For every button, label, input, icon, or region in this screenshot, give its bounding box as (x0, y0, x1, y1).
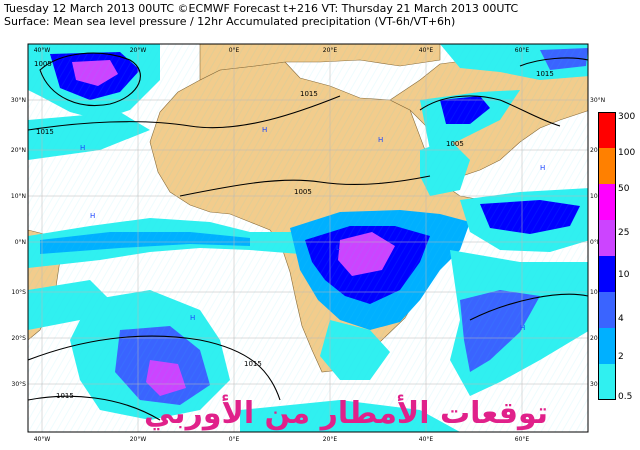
lat-label: 30°N (11, 97, 26, 104)
lon-label: 0°E (229, 47, 240, 54)
lon-label: 20°W (130, 436, 147, 443)
isobar-label: 1005 (446, 140, 464, 148)
colorbar-label: 0.5 (618, 392, 633, 402)
isobar-south-atlantic (28, 335, 281, 401)
colorbar-segment-2 (598, 328, 616, 364)
lat-label: 20°N (11, 147, 26, 154)
lon-label: 60°E (515, 436, 530, 443)
colorbar-label: 2 (618, 352, 624, 362)
lon-label: 20°E (323, 47, 338, 54)
colorbar-segment-25 (598, 220, 616, 256)
isobar-labels: 1005 1015 1015 1005 1015 1015 1015 1005 (34, 60, 554, 400)
isobar-atlantic-low (39, 52, 141, 107)
chart-title-line2: Surface: Mean sea level pressure / 12hr … (4, 15, 456, 28)
lat-label: 20°S (12, 335, 27, 342)
isobar-middle-east (419, 95, 561, 127)
isobar-north-east (519, 57, 588, 67)
colorbar-label: 100 (618, 148, 636, 158)
pressure-center-label: H (80, 144, 85, 152)
pressure-centers: H H H L H H H H (80, 126, 545, 332)
isobar-south-indian (469, 293, 588, 321)
colorbar-segment-4 (598, 292, 616, 328)
lon-label: 40°W (34, 436, 51, 443)
lat-label: 0°N (15, 239, 26, 246)
pressure-center-label: H (190, 314, 195, 322)
lat-label: 30°N (590, 97, 605, 104)
lat-label: 20°N (590, 147, 605, 154)
lon-labels-bottom: 40°W 20°W 0°E 20°E 40°E 60°E (34, 436, 530, 443)
lon-label: 60°E (515, 47, 530, 54)
isobars (28, 52, 588, 421)
lat-label: 20°S (590, 335, 605, 342)
lat-label: 10°S (12, 289, 27, 296)
lon-label: 40°E (419, 436, 434, 443)
isobar-label: 1005 (294, 188, 312, 196)
colorbar-label: 10 (618, 270, 630, 280)
precip-texture (28, 44, 588, 432)
colorbar-label: 50 (618, 184, 630, 194)
isobar-label: 1015 (244, 360, 262, 368)
lat-labels-left: 30°N 20°N 10°N 0°N 10°S 20°S 30°S (11, 97, 26, 388)
isobar-label: 1015 (36, 128, 54, 136)
colorbar-segment-300 (598, 112, 616, 148)
isobar-southwest (28, 395, 161, 421)
lat-label: 30°S (12, 381, 27, 388)
watermark-text: توقعات الأمطار من الأوربي (143, 396, 549, 431)
colorbar-segment-50 (598, 184, 616, 220)
pressure-center-label: H (262, 126, 267, 134)
isobar-label: 1005 (34, 60, 52, 68)
isobar-sahara (179, 175, 431, 197)
pressure-center-label: L (336, 244, 340, 252)
colorbar-label: 4 (618, 314, 624, 324)
lon-labels-top: 40°W 20°W 0°E 20°E 40°E 60°E (34, 47, 530, 54)
lat-labels-right: 30°N 20°N 10°N 0°N 10°S 20°S 30°S (590, 97, 605, 388)
lon-label: 40°E (419, 47, 434, 54)
isobar-north-atlantic (28, 95, 341, 131)
lon-label: 40°W (34, 47, 51, 54)
pressure-center-label: H (520, 324, 525, 332)
colorbar-label: 300 (618, 112, 636, 122)
lon-label: 20°E (323, 436, 338, 443)
isobar-label: 1015 (56, 392, 74, 400)
lon-label: 20°W (130, 47, 147, 54)
colorbar-segment-0-5 (598, 364, 616, 400)
pressure-center-label: H (540, 164, 545, 172)
colorbar-segment-100 (598, 148, 616, 184)
colorbar-segment-10 (598, 256, 616, 292)
colorbar-label: 25 (618, 228, 630, 238)
lat-label: 0°N (590, 239, 601, 246)
lat-label: 30°S (590, 381, 605, 388)
isobar-label: 1015 (300, 90, 318, 98)
lat-label: 10°N (11, 193, 26, 200)
isobar-label: 1015 (536, 70, 554, 78)
chart-title-line1: Tuesday 12 March 2013 00UTC ©ECMWF Forec… (4, 2, 519, 15)
pressure-center-label: H (378, 136, 383, 144)
lon-label: 0°E (229, 436, 240, 443)
lat-label: 10°S (590, 289, 605, 296)
pressure-center-label: H (90, 212, 95, 220)
lat-label: 10°N (590, 193, 605, 200)
